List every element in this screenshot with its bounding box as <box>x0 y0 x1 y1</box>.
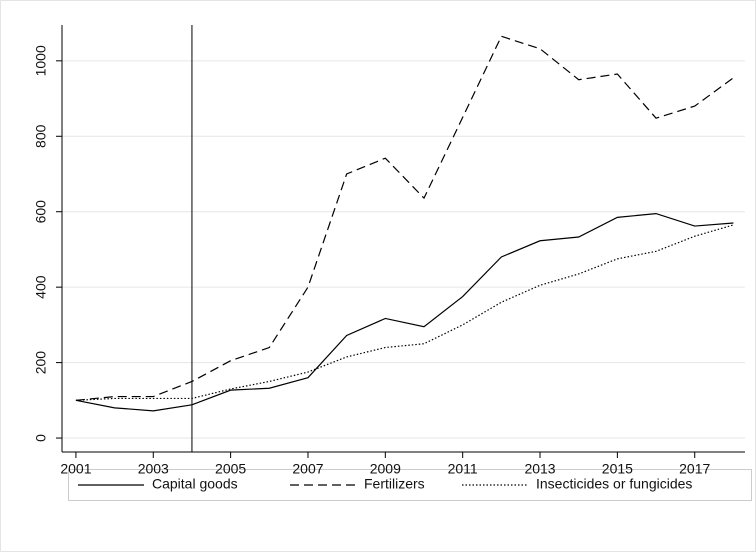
legend-label: Insecticides or fungicides <box>536 476 692 492</box>
x-tick-label: 2015 <box>602 461 633 477</box>
y-tick-label: 800 <box>33 124 49 148</box>
legend-label: Fertilizers <box>364 476 425 492</box>
series-line <box>75 224 734 401</box>
x-tick-label: 2011 <box>448 461 478 477</box>
y-tick-label: 1000 <box>33 45 49 76</box>
y-tick-label: 0 <box>33 434 49 442</box>
x-tick-label: 2013 <box>524 461 555 477</box>
series-line <box>75 35 734 401</box>
x-tick-label: 2003 <box>138 461 169 477</box>
y-tick-label: 600 <box>33 200 49 224</box>
x-tick-label: 2017 <box>679 461 710 477</box>
legend-label: Capital goods <box>152 476 238 492</box>
x-tick-label: 2005 <box>215 461 246 477</box>
y-tick-label: 400 <box>33 275 49 299</box>
x-tick-label: 2007 <box>292 461 323 477</box>
x-tick-label: 2001 <box>60 461 91 477</box>
legend-box <box>68 469 752 501</box>
y-tick-label: 200 <box>33 351 49 375</box>
series-line <box>75 212 734 412</box>
x-tick-label: 2009 <box>370 461 401 477</box>
